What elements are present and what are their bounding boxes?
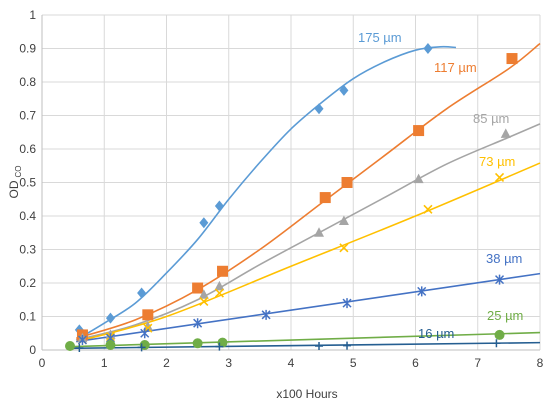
data-point [261, 309, 271, 320]
data-point [214, 280, 225, 291]
data-point [65, 340, 76, 351]
series-label: 25 µm [487, 308, 523, 323]
data-point [413, 173, 424, 184]
data-point [417, 286, 427, 297]
data-point [140, 328, 150, 339]
data-point [494, 329, 505, 340]
y-tick-label: 0.3 [19, 243, 36, 257]
data-point [341, 177, 353, 188]
data-point [343, 341, 352, 350]
data-point [217, 265, 229, 277]
data-point [215, 342, 224, 351]
series-label: 85 µm [473, 111, 509, 126]
trend-line [75, 45, 457, 341]
trend-line [76, 272, 541, 343]
trend-line [76, 123, 541, 341]
data-point [338, 215, 349, 226]
data-point [198, 289, 209, 299]
data-point [506, 53, 518, 65]
trend-lines [69, 42, 541, 350]
data-point [214, 288, 224, 298]
data-point [214, 200, 224, 212]
y-tick-label: 0.5 [19, 176, 36, 190]
series-label: 16 µm [418, 326, 454, 341]
data-point [105, 339, 116, 350]
data-point [314, 227, 325, 237]
x-tick-label: 1 [101, 356, 108, 370]
series-label: 117 µm [434, 60, 477, 75]
data-point [199, 296, 209, 306]
series-label: 38 µm [486, 251, 522, 266]
data-point [319, 192, 331, 204]
y-tick-label: 1 [29, 8, 36, 22]
data-point [423, 43, 433, 54]
data-point [142, 309, 154, 321]
series-label: 175 µm [358, 30, 402, 45]
y-tick-label: 0.4 [19, 209, 36, 223]
x-axis-title: x100 Hours [276, 387, 337, 401]
x-tick-label: 7 [474, 356, 481, 370]
data-point [192, 282, 204, 294]
data-point [413, 125, 425, 137]
y-tick-label: 0 [29, 343, 36, 357]
y-tick-label: 0.6 [19, 142, 36, 156]
data-point [495, 274, 505, 285]
tick-labels: 0 1 2 3 4 5 6 7 8 0 0.1 0.2 0.3 0.4 0.5 0.6 0.7 0.8 0.9 1 [19, 8, 543, 370]
y-axis-title: OD CO [7, 166, 23, 199]
data-point [193, 318, 203, 329]
series-label: 73 µm [479, 154, 515, 169]
data-point [137, 287, 147, 299]
x-tick-label: 6 [412, 356, 419, 370]
x-tick-label: 8 [537, 356, 544, 370]
y-tick-label: 0.1 [19, 310, 36, 324]
data-point [423, 204, 433, 214]
axes [41, 15, 540, 351]
data-point [500, 128, 511, 138]
y-axis-title-sub: CO [14, 166, 23, 178]
y-tick-label: 0.2 [19, 276, 36, 290]
gridlines [41, 14, 541, 351]
trend-line [76, 162, 541, 343]
data-point [342, 298, 352, 309]
x-tick-label: 3 [225, 356, 232, 370]
data-point [339, 84, 349, 96]
data-point [77, 334, 87, 345]
x-tick-label: 4 [288, 356, 295, 370]
data-point [314, 103, 324, 115]
data-markers [65, 43, 518, 352]
x-tick-label: 2 [163, 356, 170, 370]
data-point [105, 312, 115, 324]
x-tick-label: 5 [350, 356, 357, 370]
data-point [315, 341, 324, 350]
y-tick-label: 0.7 [19, 109, 36, 123]
x-tick-label: 0 [39, 356, 46, 370]
y-tick-label: 0.9 [19, 42, 36, 56]
data-point [199, 217, 209, 229]
data-point [494, 172, 505, 183]
y-axis-title-main: OD [7, 180, 21, 198]
data-point [75, 343, 84, 352]
series-labels: 175 µm 117 µm 85 µm 73 µm 38 µm 25 µm 16 µm [358, 30, 523, 341]
data-point [137, 343, 146, 352]
data-point [192, 338, 203, 349]
y-tick-label: 0.8 [19, 75, 36, 89]
data-point [492, 339, 501, 348]
data-point [142, 321, 153, 331]
data-point [339, 243, 349, 253]
